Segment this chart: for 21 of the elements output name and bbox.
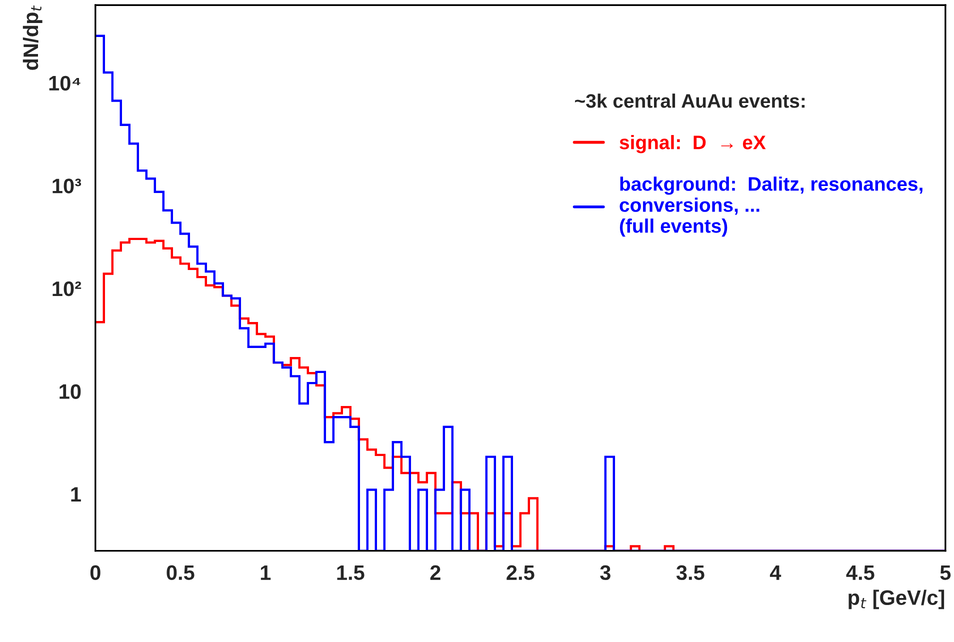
x-axis-title: p$_{t}$ [GeV/c] xyxy=(848,590,944,610)
x-tick-label: 3 xyxy=(600,565,610,580)
x-tick-label: 1 xyxy=(260,565,271,580)
x-tick-label: 0.5 xyxy=(166,565,194,580)
legend-label: background: Dalitz, resonances, conversions, ... (full events) xyxy=(620,176,922,237)
y-axis-title: dN/dp$_{t}$ xyxy=(22,5,42,70)
x-tick-label: 5 xyxy=(940,565,951,580)
y-tick-label: 1 xyxy=(71,487,81,502)
x-tick-label: 3.5 xyxy=(676,565,704,580)
y-tick-label: 10² xyxy=(52,281,82,296)
y-tick-label: 10⁴ xyxy=(49,76,80,91)
y-tick-label: 10 xyxy=(60,384,81,399)
x-tick-label: 2 xyxy=(430,565,440,580)
x-tick-label: 4.5 xyxy=(846,565,874,580)
x-tick-label: 2.5 xyxy=(506,565,534,580)
x-tick-label: 1.5 xyxy=(337,565,364,580)
legend-title: ~3k central AuAu events: xyxy=(575,94,805,108)
legend-label: signal: D → eX xyxy=(620,135,766,154)
y-tick-label: 10³ xyxy=(52,178,82,194)
x-tick-label: 0 xyxy=(90,565,100,580)
x-tick-label: 4 xyxy=(770,565,782,580)
